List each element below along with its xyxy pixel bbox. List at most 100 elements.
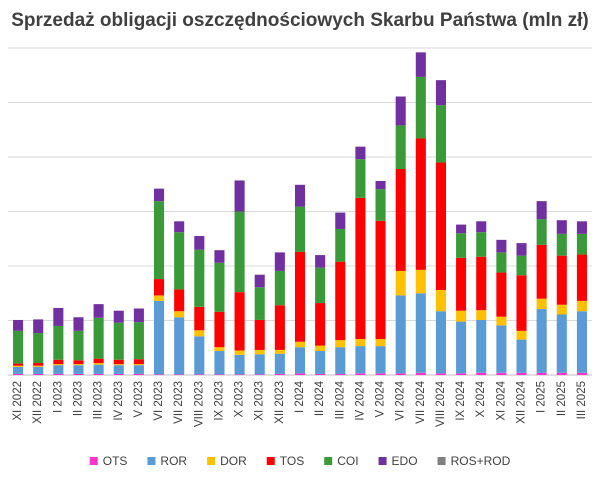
x-tick-label: V 2024 (375, 380, 387, 417)
x-tick-label: XI 2022 (12, 381, 24, 421)
legend-label: TOS (280, 454, 304, 468)
bar-segment (375, 339, 386, 347)
x-tick-label: II 2023 (72, 381, 84, 416)
bar-segment (113, 359, 124, 365)
bar-segment (113, 322, 124, 360)
x-tick-label: XI 2023 (254, 381, 266, 421)
bar-segment (194, 236, 205, 250)
bar-segment (355, 339, 366, 347)
x-tick-label: XII 2024 (516, 380, 528, 423)
bar-segment (133, 364, 144, 366)
legend-label: OTS (103, 454, 128, 468)
bar-segment (53, 359, 64, 365)
bar-segment (254, 374, 265, 375)
x-tick-label: XII 2023 (274, 381, 286, 424)
bar-segment (315, 345, 326, 352)
bar-segment (254, 349, 265, 355)
bar-segment (133, 373, 144, 375)
bar-segment (395, 270, 406, 296)
bar-segment (456, 233, 467, 258)
legend-item: COI (324, 454, 359, 468)
bar-segment (113, 310, 124, 323)
x-tick-labels: XI 2022 XII 2022 I 2023 II 2023 III 2023 IV 2… (12, 380, 588, 427)
x-tick-label: II 2025 (556, 381, 568, 416)
bar-segment (335, 347, 346, 374)
legend-item: DOR (207, 454, 247, 468)
bar-segment (93, 358, 104, 364)
bar-segment (274, 252, 285, 271)
bar-segment (274, 349, 285, 354)
bar-segment (315, 267, 326, 304)
bar-segment (13, 366, 24, 374)
bar-segment (355, 373, 366, 375)
x-tick-label: IX 2023 (213, 381, 225, 421)
bar-segment (536, 372, 547, 375)
bar-segment (375, 189, 386, 221)
bar-segment (496, 272, 507, 317)
x-tick-label: XII 2022 (32, 381, 44, 424)
bar-segment (375, 220, 386, 340)
bar-segment (516, 275, 527, 331)
x-tick-label: X 2024 (475, 380, 487, 417)
bar-segment (355, 159, 366, 198)
bar-segment (33, 365, 44, 367)
x-tick-label: VI 2024 (395, 380, 407, 420)
bar-segment (133, 359, 144, 365)
bar-segment (476, 310, 487, 320)
legend-item: TOS (266, 454, 304, 468)
bar-segment (415, 138, 426, 270)
bar-segment (154, 374, 165, 375)
x-tick-label: IV 2024 (354, 380, 366, 420)
bar-segment (456, 310, 467, 322)
bar-segment (536, 219, 547, 245)
bars (13, 52, 587, 375)
bar-segment (53, 364, 64, 366)
bar-segment (214, 262, 225, 312)
bar-segment (355, 346, 366, 374)
bar-segment (294, 184, 306, 207)
bar-segment (194, 374, 205, 375)
legend-swatch (266, 457, 275, 465)
legend-swatch (437, 457, 446, 465)
bar-segment (576, 311, 587, 373)
bar-segment (556, 372, 567, 375)
x-tick-label: II 2024 (314, 380, 326, 416)
bar-segment (73, 364, 84, 366)
bar-segment (395, 125, 406, 169)
legend-label: ROR (160, 454, 187, 468)
bar-segment (496, 372, 507, 375)
x-tick-label: I 2025 (536, 381, 548, 413)
legend-swatch (324, 457, 333, 465)
bar-segment (254, 274, 265, 288)
bar-segment (516, 243, 527, 256)
bar-segment (315, 351, 326, 374)
x-tick-label: VIII 2024 (435, 380, 447, 427)
x-tick-label: VII 2024 (415, 380, 427, 423)
legend-swatch (207, 457, 216, 465)
bar-segment (154, 188, 165, 202)
bar-segment (395, 295, 406, 374)
bar-segment (93, 373, 104, 375)
bar-segment (254, 354, 265, 375)
bar-segment (395, 373, 406, 375)
legend-label: ROS+ROD (451, 454, 511, 468)
bar-segment (33, 319, 44, 334)
bar-segment (456, 224, 467, 234)
bar-segment (214, 347, 225, 352)
bar-segment (214, 351, 225, 375)
bar-segment (234, 292, 245, 351)
bar-segment (254, 319, 265, 350)
bar-segment (335, 340, 346, 348)
x-tick-label: VIII 2023 (193, 381, 205, 427)
bar-segment (53, 373, 64, 375)
bar-segment (93, 363, 104, 365)
bar-segment (13, 330, 24, 364)
bar-segment (536, 201, 547, 220)
bar-segment (415, 269, 426, 294)
x-tick-label: I 2023 (52, 381, 64, 413)
bar-segment (556, 233, 567, 256)
bar-segment (415, 52, 426, 77)
bar-segment (476, 221, 487, 233)
bar-segment (516, 255, 527, 276)
